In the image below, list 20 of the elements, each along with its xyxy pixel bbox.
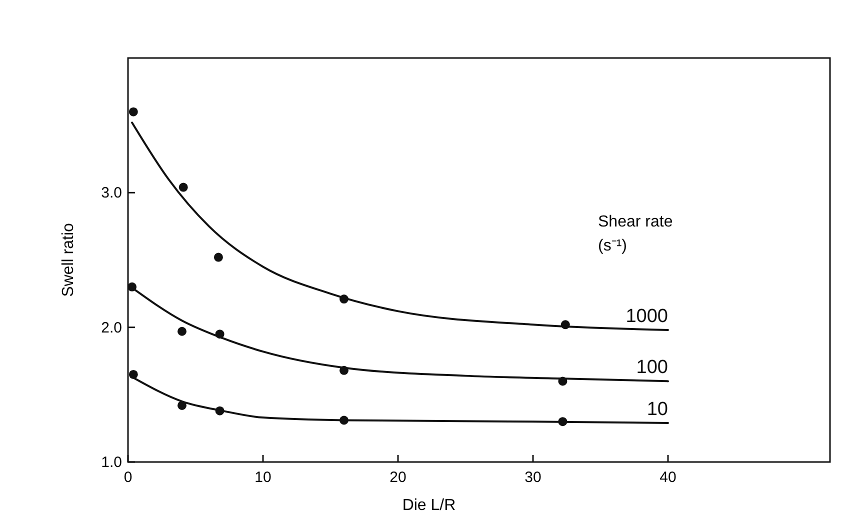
point [128,107,138,116]
y-axis-title: Swell ratio [60,223,77,297]
x-tick-label: 40 [660,469,676,486]
y-tick-label: 2.0 [101,319,122,336]
x-tick-label: 20 [390,469,406,486]
point [128,282,137,292]
point [214,252,223,262]
legend-title: Shear rate (s⁻¹) [598,213,673,254]
point [128,370,138,379]
y-tick-label: 1.0 [101,454,122,471]
point [178,182,188,192]
series-label: 1000 [626,306,668,328]
y-tick-label: 3.0 [101,184,122,202]
x-tick-label: 10 [254,469,272,486]
x-axis-title: Die L/R [402,497,456,514]
series-label: 10 [646,398,668,420]
x-tick-label: 30 [524,469,542,486]
series-label: 100 [636,357,668,378]
point [178,326,186,336]
x-tick-label: 0 [124,469,132,486]
